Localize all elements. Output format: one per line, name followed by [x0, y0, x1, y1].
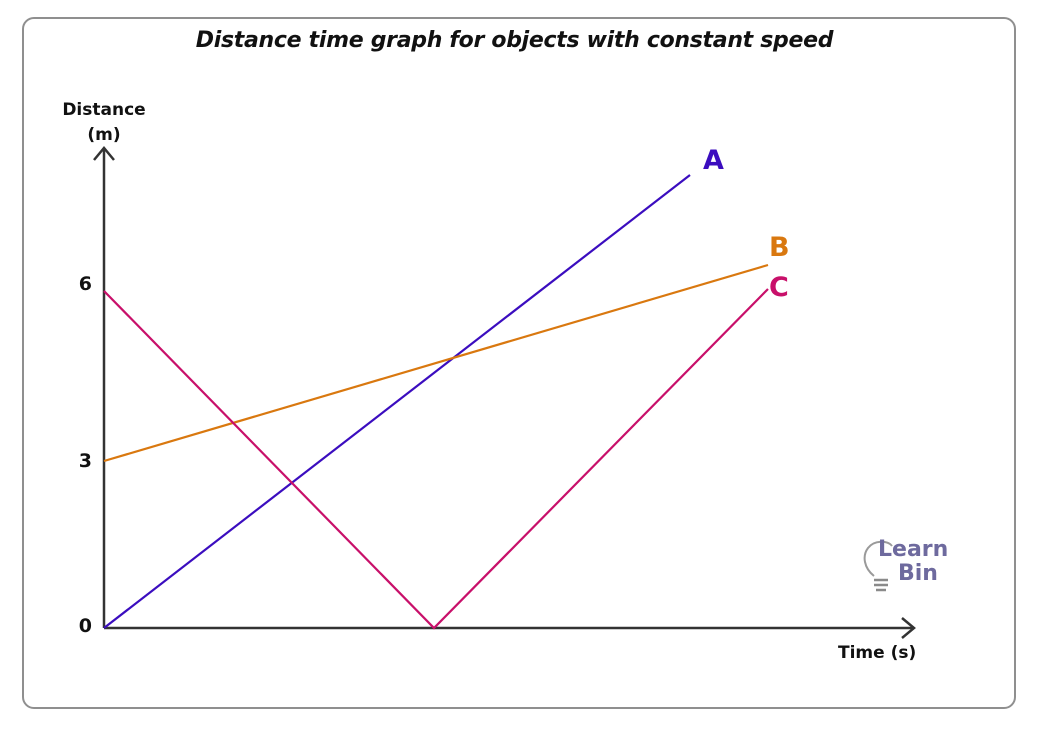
- series-c-line: [103, 288, 769, 630]
- series-c-label: C: [769, 272, 789, 303]
- series-a-line: [103, 174, 691, 629]
- logo-text: Learn Bin: [878, 538, 948, 586]
- chart-title: Distance time graph for objects with con…: [195, 28, 834, 53]
- y-axis-unit: (m): [87, 125, 121, 145]
- x-axis-label: Time (s): [838, 643, 917, 663]
- lightbulb-icon: [863, 540, 893, 592]
- x-axis-arrow-icon: [901, 617, 916, 639]
- logo-line-bin: Bin: [898, 561, 938, 586]
- y-tick-6: 6: [78, 273, 92, 295]
- y-tick-0: 0: [78, 615, 92, 637]
- series-a-label: A: [703, 145, 724, 176]
- series-b-line: [103, 263, 769, 463]
- logo-line-learn: Learn: [878, 537, 949, 562]
- y-axis-arrow-icon: [93, 146, 115, 161]
- series-b-label: B: [769, 232, 790, 263]
- y-axis-label: Distance (m): [56, 98, 152, 148]
- y-axis-label-text: Distance: [62, 100, 146, 120]
- learnbin-logo: Learn Bin: [860, 538, 970, 604]
- chart-frame: [22, 17, 1016, 709]
- y-tick-3: 3: [78, 450, 92, 472]
